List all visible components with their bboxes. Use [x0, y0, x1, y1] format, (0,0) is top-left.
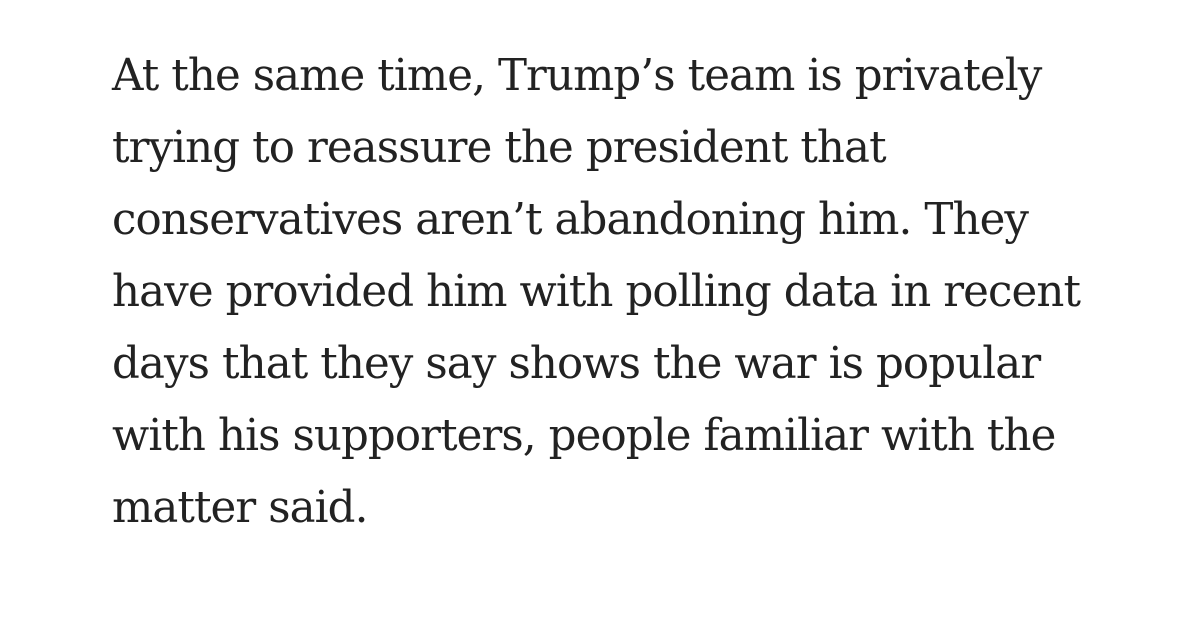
paragraph-line-5: days that they say shows the war is popu…	[112, 339, 1041, 389]
article-paragraph: At the same time, Trump’s team is privat…	[112, 40, 1172, 544]
paragraph-line-4: have provided him with polling data in r…	[112, 267, 1081, 317]
paragraph-line-1: At the same time, Trump’s team is privat…	[112, 51, 1042, 101]
paragraph-line-7: matter said.	[112, 483, 368, 533]
paragraph-line-2: trying to reassure the president that	[112, 123, 887, 173]
paragraph-line-3: conservatives aren’t abandoning him. The…	[112, 195, 1029, 245]
paragraph-line-6: with his supporters, people familiar wit…	[112, 411, 1056, 461]
